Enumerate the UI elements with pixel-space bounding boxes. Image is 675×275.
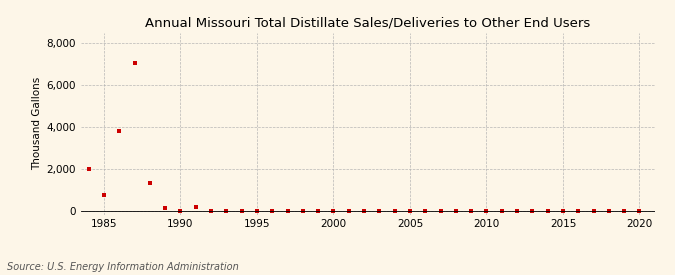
Text: Source: U.S. Energy Information Administration: Source: U.S. Energy Information Administ… <box>7 262 238 272</box>
Title: Annual Missouri Total Distillate Sales/Deliveries to Other End Users: Annual Missouri Total Distillate Sales/D… <box>145 16 591 29</box>
Y-axis label: Thousand Gallons: Thousand Gallons <box>32 77 43 170</box>
